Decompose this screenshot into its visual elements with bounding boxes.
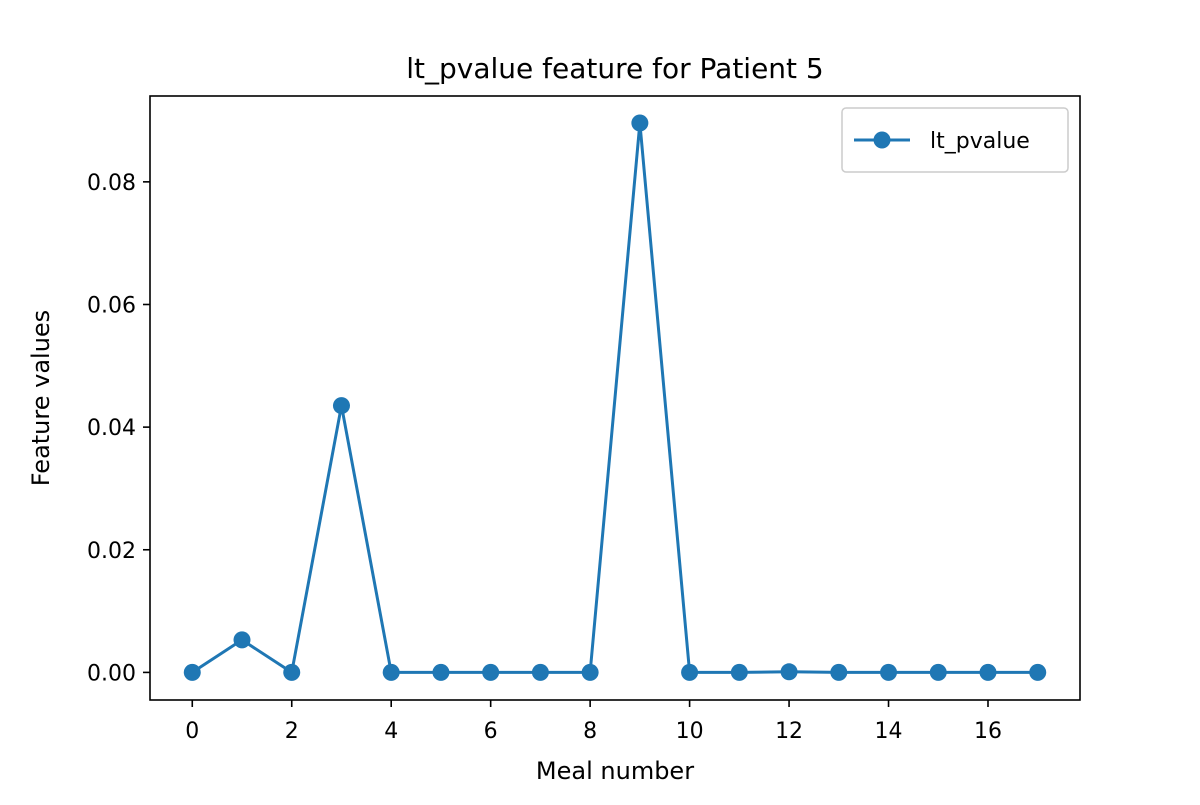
x-tick-label: 10 [676, 719, 704, 744]
x-tick-label: 12 [775, 719, 803, 744]
x-tick-label: 16 [974, 719, 1002, 744]
data-point [531, 663, 549, 681]
data-point [482, 663, 500, 681]
y-tick-label: 0.06 [87, 293, 136, 318]
x-tick-label: 8 [583, 719, 597, 744]
plot-area: 0 2 4 6 8 10 12 14 16 0.00 0.02 0.04 0.06 0.08 lt_pval… [87, 95, 1081, 744]
data-point [432, 663, 450, 681]
data-point [382, 663, 400, 681]
x-tick-label: 2 [285, 719, 299, 744]
data-point [681, 663, 699, 681]
y-tick-label: 0.08 [87, 171, 136, 196]
data-point [979, 663, 997, 681]
legend-box [841, 107, 1069, 173]
axes-frame [149, 95, 1081, 701]
chart-title: lt_pvalue feature for Patient 5 [406, 52, 824, 85]
legend-label: lt_pvalue [930, 129, 1030, 154]
y-tick-label: 0.02 [87, 539, 136, 564]
x-tick-label: 14 [875, 719, 903, 744]
data-point [830, 663, 848, 681]
data-point [780, 663, 798, 681]
data-point [183, 663, 201, 681]
y-axis-label: Feature values [27, 310, 55, 486]
x-axis-label: Meal number [536, 757, 694, 785]
data-point [233, 631, 251, 649]
data-point [631, 114, 649, 132]
data-point [730, 663, 748, 681]
data-point [581, 663, 599, 681]
legend-marker-swatch [873, 131, 891, 149]
y-tick-label: 0.00 [87, 661, 136, 686]
x-tick-label: 0 [185, 719, 199, 744]
data-point [283, 663, 301, 681]
data-point [332, 397, 350, 415]
data-point [1029, 663, 1047, 681]
legend: lt_pvalue [841, 107, 1069, 173]
x-tick-label: 4 [384, 719, 398, 744]
x-tick-label: 6 [484, 719, 498, 744]
data-point [929, 663, 947, 681]
data-point [880, 663, 898, 681]
y-tick-label: 0.04 [87, 416, 136, 441]
